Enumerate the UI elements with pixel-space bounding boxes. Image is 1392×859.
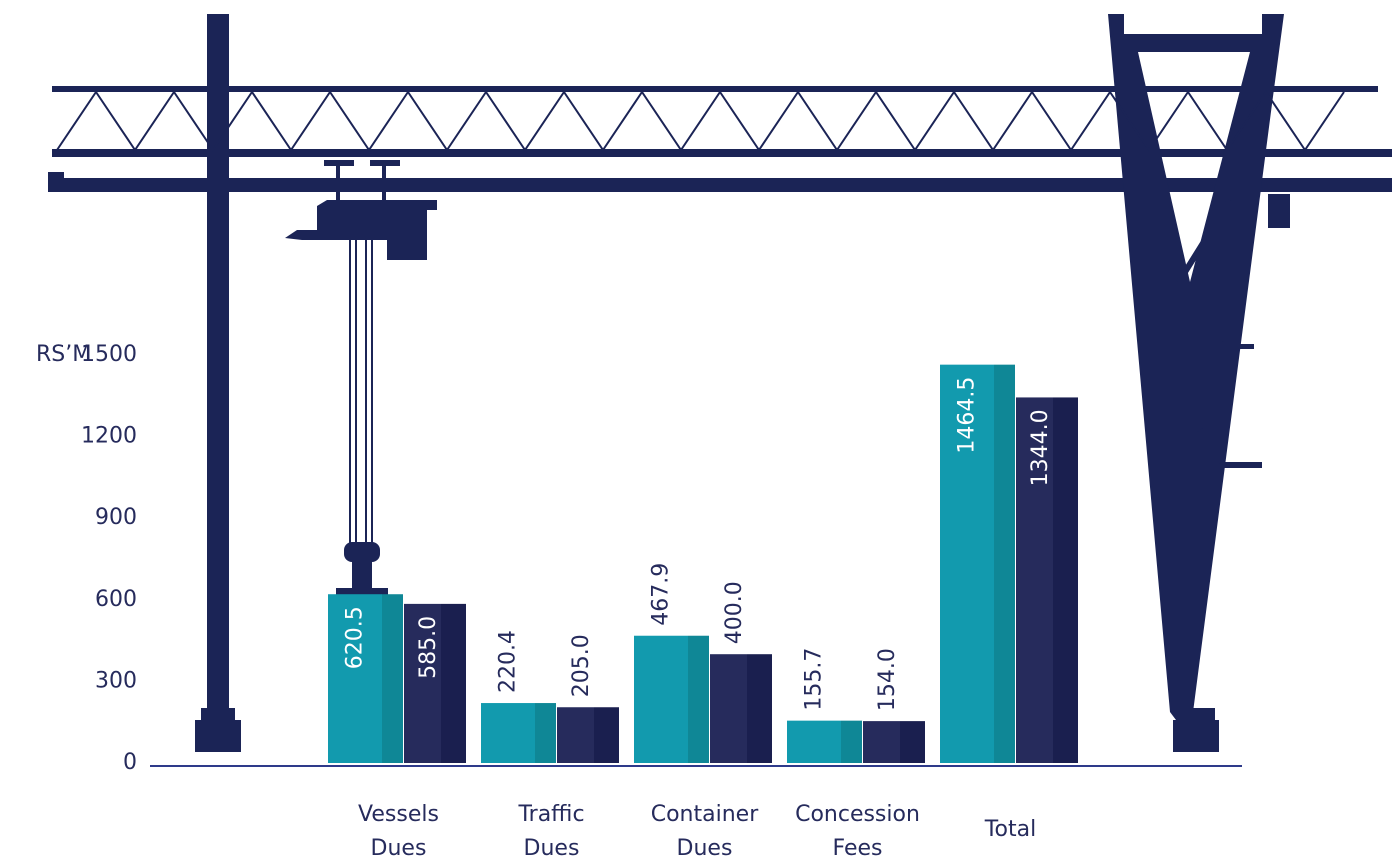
y-tick-label: 600 — [95, 587, 137, 612]
value-label: 400.0 — [722, 581, 747, 644]
y-tick-label: 1200 — [81, 424, 137, 449]
value-label: 620.5 — [343, 606, 368, 669]
bar — [863, 721, 925, 763]
chart: RS’M 030060090012001500VesselsDues620.55… — [0, 0, 1392, 859]
bar — [787, 721, 862, 763]
value-label: 1464.5 — [955, 377, 980, 454]
value-label: 220.4 — [496, 630, 521, 693]
bar — [710, 654, 772, 763]
bar — [557, 707, 619, 763]
bar — [634, 636, 709, 763]
x-tick-label: Total — [984, 817, 1036, 842]
value-label: 467.9 — [649, 563, 674, 626]
value-label: 155.7 — [802, 648, 827, 711]
value-label: 1344.0 — [1028, 409, 1053, 486]
value-label: 205.0 — [569, 634, 594, 697]
y-tick-label: 900 — [95, 505, 137, 530]
bar — [481, 703, 556, 763]
y-tick-label: 0 — [123, 750, 137, 775]
crane-illustration — [48, 14, 1392, 752]
value-label: 585.0 — [416, 616, 441, 679]
y-tick-label: 1500 — [81, 342, 137, 367]
y-tick-label: 300 — [95, 668, 137, 693]
value-label: 154.0 — [875, 648, 900, 711]
